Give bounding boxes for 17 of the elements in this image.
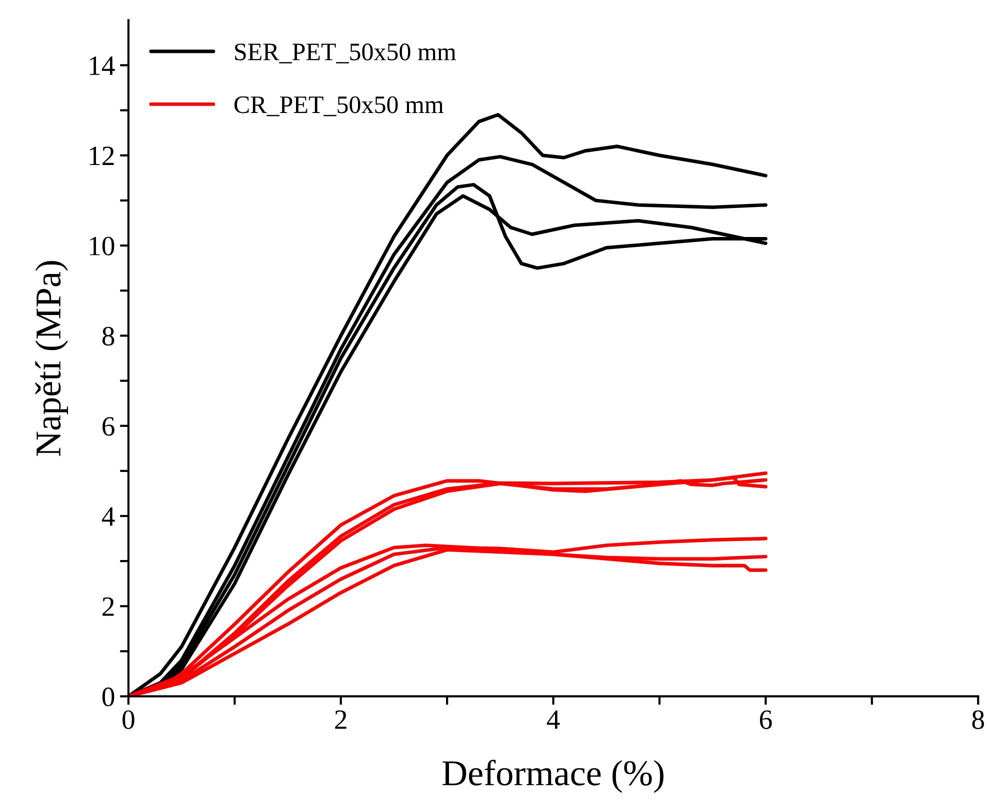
x-axis-title: Deformace (%) bbox=[442, 760, 664, 793]
x-tick-label: 8 bbox=[972, 710, 984, 730]
y-tick-label: 6 bbox=[102, 417, 114, 436]
y-tick-label: 4 bbox=[102, 507, 115, 526]
legend-label: SER_PET_50x50 mm bbox=[235, 44, 456, 64]
y-tick-label: 8 bbox=[102, 326, 114, 346]
x-tick-label: 6 bbox=[760, 710, 772, 730]
y-axis-title: Napětí (MPa) bbox=[35, 261, 68, 456]
x-tick-label: 2 bbox=[335, 710, 346, 729]
y-tick-label: 12 bbox=[90, 146, 114, 166]
x-tick-label: 0 bbox=[122, 710, 134, 730]
y-tick-label: 2 bbox=[102, 597, 114, 616]
y-tick-label: 14 bbox=[90, 56, 115, 75]
legend-label: CR_PET_50x50 mm bbox=[234, 96, 444, 116]
x-tick-label: 4 bbox=[546, 710, 560, 729]
y-tick-label: 0 bbox=[102, 687, 114, 706]
y-tick-label: 10 bbox=[90, 236, 114, 256]
